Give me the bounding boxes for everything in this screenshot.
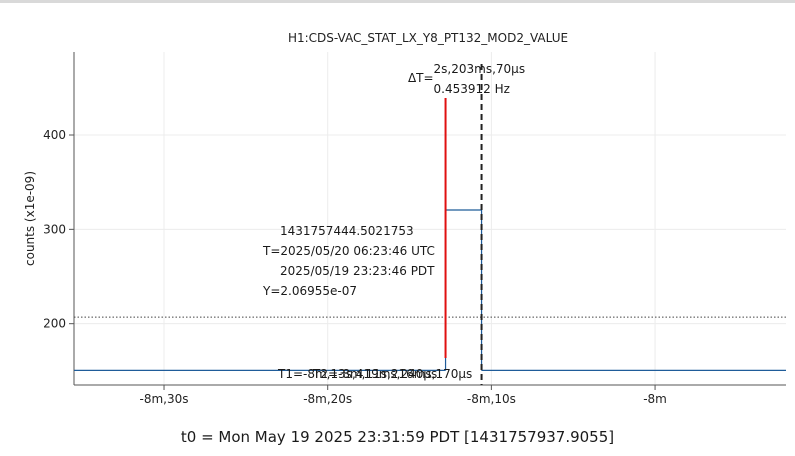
t0-label: t0 = Mon May 19 2025 23:31:59 PDT [14317… bbox=[180, 428, 615, 446]
cursor-t2-label: T2=-8m,11s,216ms,170µs bbox=[312, 367, 472, 381]
y-tick-label: 200 bbox=[43, 317, 66, 331]
cursor-utc-time: T=2025/05/20 06:23:46 UTC bbox=[262, 244, 435, 258]
y-tick-label: 300 bbox=[43, 222, 66, 236]
x-tick-label: -8m,10s bbox=[467, 392, 516, 406]
cursor-gps-time: 1431757444.5021753 bbox=[280, 224, 414, 238]
x-tick-label: -8m,20s bbox=[303, 392, 352, 406]
plot-area bbox=[74, 52, 786, 385]
delta-label: ΔT= bbox=[408, 71, 434, 85]
y-tick-label: 400 bbox=[43, 128, 66, 142]
x-tick-label: -8m,30s bbox=[140, 392, 189, 406]
delta-time: 2s,203ms,70µs bbox=[434, 62, 526, 76]
chart-title: H1:CDS-VAC_STAT_LX_Y8_PT132_MOD2_VALUE bbox=[288, 31, 568, 45]
cursor-t1-label: T1=-8m,13s,419ms,240µs bbox=[277, 367, 437, 381]
delta-frequency: 0.453912 Hz bbox=[434, 82, 510, 96]
x-tick-label: -8m bbox=[643, 392, 667, 406]
y-axis-label: counts (x1e-09) bbox=[23, 171, 37, 266]
cursor-y-value: Y=2.06955e-07 bbox=[262, 284, 357, 298]
cursor-pdt-time: 2025/05/19 23:23:46 PDT bbox=[280, 264, 435, 278]
window-top-border bbox=[0, 0, 795, 3]
